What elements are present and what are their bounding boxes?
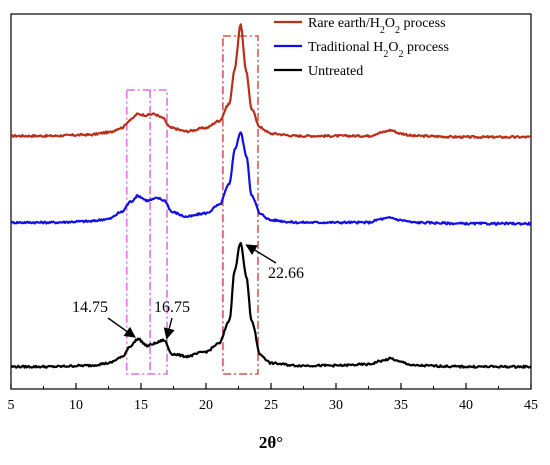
legend-entry-0: Rare earth/H2O2 process [308,16,446,36]
highlight-box-1 [222,35,259,375]
x-axis-ticks: 5 10 15 20 25 30 35 40 45 [8,383,538,413]
annotation-label-1: 16.75 [154,299,190,316]
series-group [10,23,532,369]
x-tick-label-30: 30 [329,398,343,413]
legend-entry-1: Traditional H2O2 process [308,40,449,60]
legend: Rare earth/H2O2 process Traditional H2O2 … [274,16,449,79]
plot-frame [10,13,532,390]
legend-entry-2: Untreated [308,64,363,79]
x-tick-label-45: 45 [524,398,538,413]
highlight-boxes [125,35,259,375]
x-tick-label-10: 10 [69,398,83,413]
series-line-1 [10,131,532,226]
annotation-label-2: 22.66 [268,265,304,282]
x-tick-label-40: 40 [459,398,473,413]
x-tick-label-35: 35 [394,398,408,413]
annotation-arrow-0 [107,317,136,338]
annotation-label-0: 14.75 [72,299,108,316]
annotations: 14.75 16.75 22.66 [72,244,304,340]
highlight-box-0 [125,89,168,375]
series-line-0 [10,23,532,140]
annotation-arrow-2 [245,244,277,264]
x-axis-label: 2θ° [259,433,283,452]
annotation-arrow-1 [163,317,175,340]
x-tick-label-25: 25 [264,398,278,413]
x-tick-label-20: 20 [199,398,213,413]
series-line-2 [10,242,532,369]
x-tick-label-5: 5 [8,398,15,413]
x-tick-label-15: 15 [134,398,148,413]
